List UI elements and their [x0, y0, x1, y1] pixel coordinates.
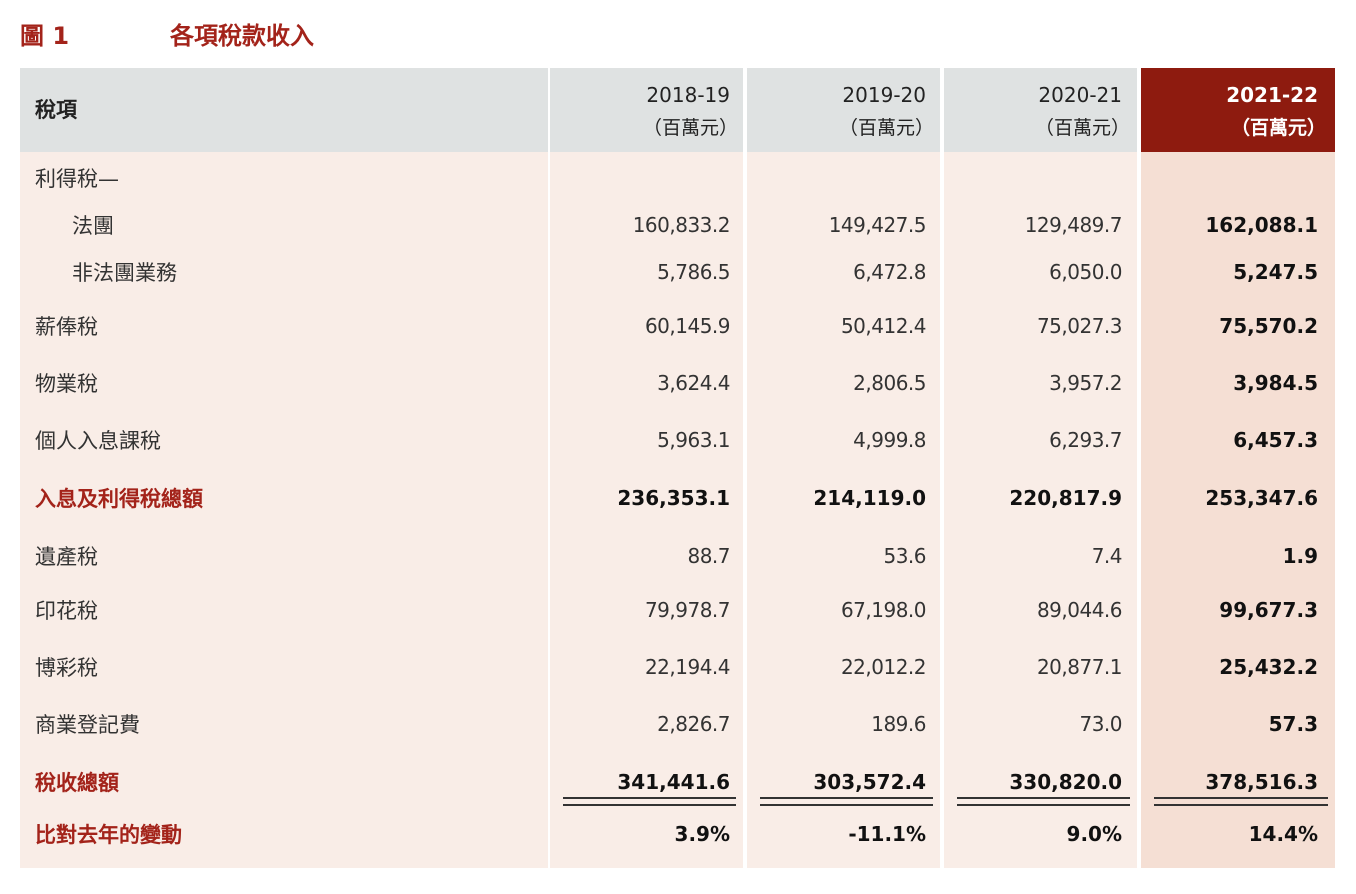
header-cell	[944, 68, 1137, 152]
cell-value: 220,817.9	[1009, 486, 1122, 510]
cell-value: 3,624.4	[657, 371, 730, 395]
column-year: 2021-22	[1226, 83, 1318, 107]
column-year: 2018-19	[646, 83, 730, 107]
row-label: 遺產稅	[35, 545, 98, 569]
column-unit: （百萬元）	[1230, 117, 1326, 139]
row-label: 法團	[72, 214, 114, 238]
column-unit: （百萬元）	[1034, 117, 1130, 139]
column-year: 2019-20	[842, 83, 926, 107]
row-label: 商業登記費	[35, 713, 140, 737]
cell-value: 14.4%	[1248, 822, 1318, 846]
cell-value: 5,247.5	[1233, 260, 1318, 284]
cell-value: 75,027.3	[1036, 314, 1123, 338]
cell-value: 1.9	[1282, 544, 1318, 568]
column-unit: （百萬元）	[838, 117, 934, 139]
cell-value: 6,050.0	[1049, 260, 1122, 284]
cell-value: 50,412.4	[840, 314, 927, 338]
cell-value: 303,572.4	[813, 770, 926, 794]
cell-value: 22,012.2	[840, 655, 927, 679]
cell-value: 189.6	[871, 712, 926, 736]
column-unit: （百萬元）	[642, 117, 738, 139]
cell-value: 149,427.5	[828, 213, 927, 237]
double-underline	[957, 797, 1130, 806]
cell-value: 3,984.5	[1233, 371, 1318, 395]
row-label: 非法團業務	[72, 261, 177, 285]
cell-value: 330,820.0	[1009, 770, 1122, 794]
header-cell	[747, 68, 940, 152]
cell-value: 341,441.6	[617, 770, 730, 794]
body-column	[944, 152, 1137, 868]
cell-value: 53.6	[883, 544, 926, 568]
figure-title: 各項稅款收入	[170, 22, 314, 50]
body-column	[1141, 152, 1335, 868]
row-label: 利得稅—	[35, 167, 119, 191]
cell-value: 7.4	[1091, 544, 1123, 568]
row-label: 入息及利得稅總額	[35, 487, 203, 511]
cell-value: 6,293.7	[1049, 428, 1122, 452]
cell-value: 25,432.2	[1219, 655, 1318, 679]
cell-value: 5,786.5	[657, 260, 730, 284]
row-label: 物業稅	[35, 372, 98, 396]
cell-value: 73.0	[1079, 712, 1122, 736]
body-column	[747, 152, 940, 868]
header-cell	[550, 68, 743, 152]
body-column	[550, 152, 743, 868]
double-underline	[563, 797, 736, 806]
cell-value: 57.3	[1268, 712, 1318, 736]
row-label: 印花稅	[35, 599, 98, 623]
cell-value: 20,877.1	[1036, 655, 1123, 679]
cell-value: 89,044.6	[1036, 598, 1123, 622]
cell-value: 60,145.9	[644, 314, 731, 338]
double-underline	[760, 797, 933, 806]
cell-value: 79,978.7	[644, 598, 731, 622]
column-header: 稅項	[35, 98, 77, 122]
cell-value: 22,194.4	[644, 655, 731, 679]
header-cell	[20, 68, 548, 152]
cell-value: 99,677.3	[1219, 598, 1318, 622]
cell-value: 162,088.1	[1205, 213, 1318, 237]
row-label: 博彩稅	[35, 656, 98, 680]
cell-value: 253,347.6	[1205, 486, 1318, 510]
header-cell	[1141, 68, 1335, 152]
cell-value: 88.7	[687, 544, 730, 568]
cell-value: 6,457.3	[1233, 428, 1318, 452]
body-column	[20, 152, 548, 868]
cell-value: 160,833.2	[632, 213, 731, 237]
cell-value: 2,826.7	[657, 712, 730, 736]
cell-value: 378,516.3	[1205, 770, 1318, 794]
cell-value: -11.1%	[848, 822, 926, 846]
cell-value: 3,957.2	[1049, 371, 1122, 395]
cell-value: 9.0%	[1066, 822, 1122, 846]
cell-value: 67,198.0	[840, 598, 927, 622]
cell-value: 3.9%	[674, 822, 730, 846]
column-year: 2020-21	[1038, 83, 1122, 107]
cell-value: 2,806.5	[853, 371, 926, 395]
row-label: 薪俸稅	[35, 315, 98, 339]
cell-value: 214,119.0	[813, 486, 926, 510]
row-label: 比對去年的變動	[35, 823, 182, 847]
cell-value: 129,489.7	[1024, 213, 1123, 237]
double-underline	[1154, 797, 1328, 806]
row-label: 個人入息課稅	[35, 429, 161, 453]
cell-value: 4,999.8	[853, 428, 926, 452]
cell-value: 75,570.2	[1219, 314, 1318, 338]
figure-number: 圖 1	[20, 22, 70, 50]
cell-value: 6,472.8	[853, 260, 926, 284]
cell-value: 236,353.1	[617, 486, 730, 510]
row-label: 稅收總額	[35, 771, 119, 795]
cell-value: 5,963.1	[657, 428, 730, 452]
